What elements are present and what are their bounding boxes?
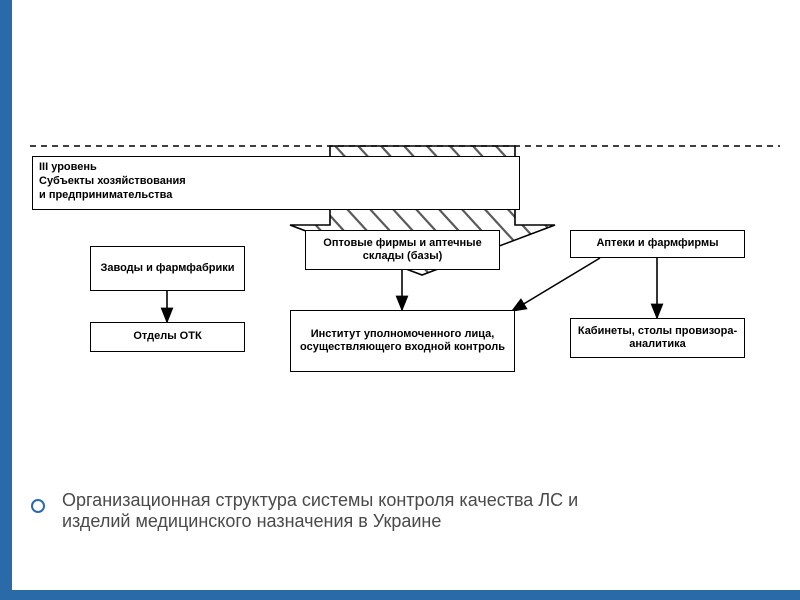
box-pharmacies-label: Аптеки и фармфирмы xyxy=(596,237,718,250)
box-otk-label: Отделы ОТК xyxy=(133,330,201,343)
level-line-2: Субъекты хозяйствования xyxy=(39,175,513,189)
box-wholesale-label: Оптовые фирмы и аптечные склады (базы) xyxy=(310,237,495,263)
box-institute-label: Институт уполномоченного лица, осуществл… xyxy=(295,328,510,354)
level-line-1: III уровень xyxy=(39,161,513,175)
box-wholesale: Оптовые фирмы и аптечные склады (базы) xyxy=(305,230,500,270)
slide-title: Организационная структура системы контро… xyxy=(62,490,622,532)
box-cabinets-label: Кабинеты, столы провизора-аналитика xyxy=(575,325,740,351)
level-line-3: и предпринимательства xyxy=(39,189,513,203)
box-pharmacies: Аптеки и фармфирмы xyxy=(570,230,745,258)
level-3-box: III уровень Субъекты хозяйствования и пр… xyxy=(32,156,520,210)
box-cabinets: Кабинеты, столы провизора-аналитика xyxy=(570,318,745,358)
box-factories: Заводы и фармфабрики xyxy=(90,246,245,291)
box-otk: Отделы ОТК xyxy=(90,322,245,352)
slide: III уровень Субъекты хозяйствования и пр… xyxy=(0,0,800,600)
box-factories-label: Заводы и фармфабрики xyxy=(100,262,234,275)
box-institute: Институт уполномоченного лица, осуществл… xyxy=(290,310,515,372)
